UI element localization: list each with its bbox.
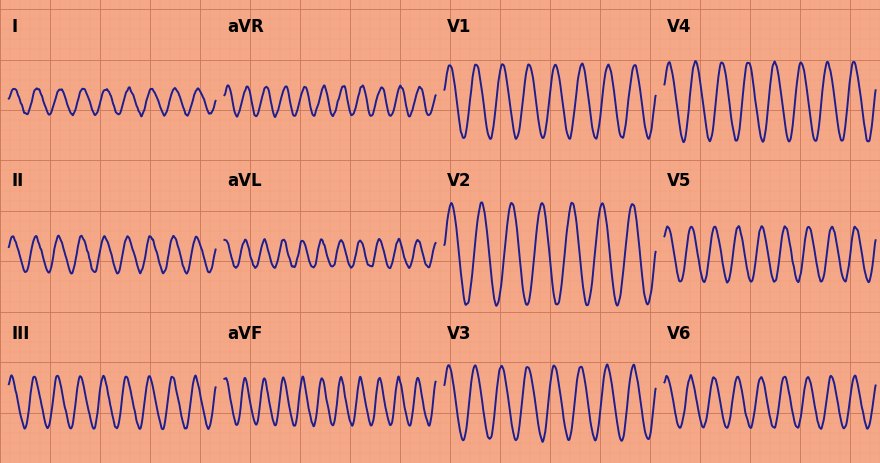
Text: aVF: aVF bbox=[227, 324, 262, 342]
Text: aVL: aVL bbox=[227, 171, 261, 189]
Text: V2: V2 bbox=[447, 171, 472, 189]
Text: III: III bbox=[11, 324, 30, 342]
Text: V5: V5 bbox=[667, 171, 692, 189]
Text: V4: V4 bbox=[667, 19, 692, 37]
Text: I: I bbox=[11, 19, 18, 37]
Text: V6: V6 bbox=[667, 324, 692, 342]
Text: II: II bbox=[11, 171, 24, 189]
Text: aVR: aVR bbox=[227, 19, 264, 37]
Text: V1: V1 bbox=[447, 19, 472, 37]
Text: V3: V3 bbox=[447, 324, 472, 342]
